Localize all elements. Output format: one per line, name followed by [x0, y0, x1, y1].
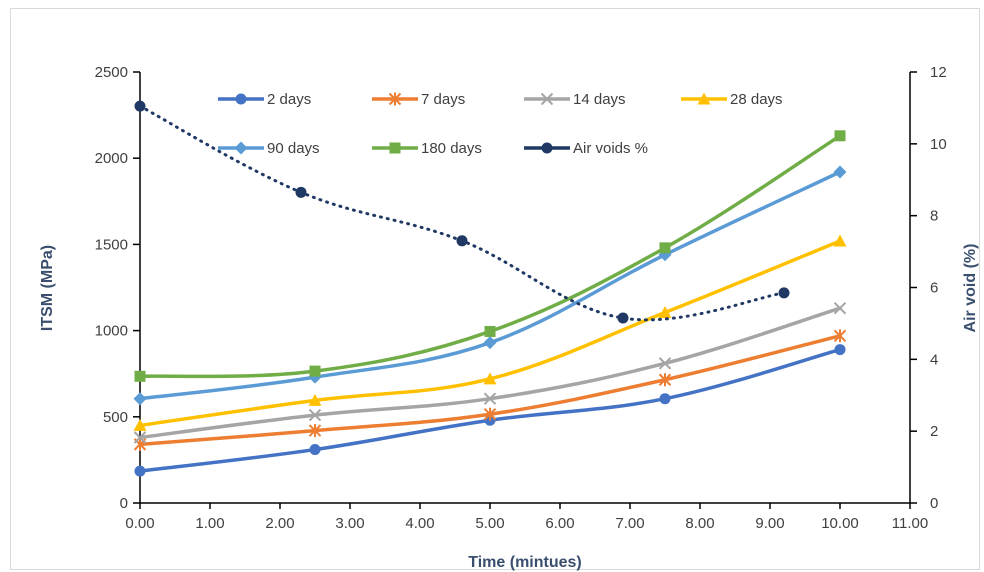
y-tick-label: 500: [103, 409, 128, 426]
series-180-days: [134, 130, 846, 382]
data-point: [833, 234, 847, 247]
data-point: [834, 344, 846, 356]
data-point: [133, 431, 147, 444]
data-point: [658, 305, 672, 318]
y2-tick-label: 0: [930, 495, 938, 512]
data-point: [833, 329, 847, 343]
legend-item: 7 days: [372, 91, 465, 108]
legend-label: 180 days: [421, 140, 482, 157]
y2-tick-label: 12: [930, 64, 947, 81]
series-14-days: [133, 301, 847, 444]
legend-marker: [541, 142, 553, 154]
data-point: [308, 424, 322, 438]
x-tick-label: 4.00: [405, 515, 434, 532]
data-point: [308, 393, 322, 406]
data-point: [134, 465, 146, 477]
legend-item: 28 days: [681, 91, 783, 108]
marker-stroke: [658, 357, 672, 370]
legend-label: 7 days: [421, 91, 465, 108]
marker-stroke: [308, 408, 322, 422]
series-layer: [133, 100, 847, 477]
data-point: [833, 301, 847, 315]
x-tick-label: 9.00: [755, 515, 784, 532]
data-point: [456, 235, 468, 247]
x-tick-label: 8.00: [685, 515, 714, 532]
x-tick-label: 2.00: [265, 515, 294, 532]
data-point: [295, 186, 307, 198]
legend-item: Air voids %: [524, 140, 648, 157]
data-point: [617, 312, 629, 324]
y2-axis-title: Air void (%): [962, 244, 979, 333]
legend-item: 180 days: [372, 140, 482, 157]
x-tick-label: 7.00: [615, 515, 644, 532]
data-point: [309, 444, 321, 456]
legend-marker: [697, 92, 711, 105]
data-point: [483, 392, 497, 405]
legend-label: 2 days: [267, 91, 311, 108]
x-tick-label: 3.00: [335, 515, 364, 532]
marker-stroke: [540, 92, 554, 106]
x-axis-title: Time (mintues): [468, 554, 582, 571]
y2-tick-label: 2: [930, 423, 938, 440]
legend-item: 14 days: [524, 91, 626, 108]
y-tick-label: 2000: [95, 150, 128, 167]
legend-label: Air voids %: [573, 140, 648, 157]
data-point: [133, 418, 147, 431]
data-point: [833, 165, 847, 179]
data-point: [133, 392, 147, 406]
x-tick-label: 10.00: [821, 515, 859, 532]
x-tick-label: 11.00: [892, 515, 928, 532]
marker-stroke: [833, 301, 847, 315]
data-point: [483, 407, 497, 421]
series-7-days: [133, 329, 847, 451]
y-tick-label: 0: [120, 495, 128, 512]
legend-item: 2 days: [218, 91, 311, 108]
legend-marker: [540, 92, 554, 106]
series-28-days: [133, 234, 847, 431]
data-point: [658, 373, 672, 387]
x-tick-label: 1.00: [195, 515, 224, 532]
y-axis-title: ITSM (MPa): [39, 245, 56, 331]
x-tick-label: 6.00: [545, 515, 574, 532]
data-point: [778, 287, 790, 299]
legend-label: 90 days: [267, 140, 320, 157]
data-point: [308, 408, 322, 422]
chart-frame: [10, 8, 980, 570]
y2-tick-label: 4: [930, 351, 938, 368]
y-tick-label: 2500: [95, 64, 128, 81]
data-point: [834, 130, 846, 142]
data-point: [659, 393, 671, 405]
y2-tick-label: 10: [930, 136, 947, 153]
data-point: [659, 242, 671, 254]
legend-label: 14 days: [573, 91, 626, 108]
series-air-voids: [134, 100, 790, 324]
data-point: [309, 365, 321, 377]
axes: 0 500 1000 1500 2000 2500 0 2 4 6 8 10 12 0.00 1.00 2.0…: [95, 64, 947, 532]
x-tick-label: 0.00: [125, 515, 154, 532]
y2-tick-label: 8: [930, 208, 938, 225]
data-point: [134, 100, 146, 112]
legend-marker: [235, 93, 247, 105]
marker-stroke: [483, 392, 497, 405]
legend-label: 28 days: [730, 91, 783, 108]
y2-tick-label: 6: [930, 280, 938, 297]
legend: 2 days 7 days 14 days 28 days 90 days 180 day…: [218, 91, 783, 157]
data-point: [483, 372, 497, 385]
legend-marker: [234, 141, 248, 155]
data-point: [483, 336, 497, 350]
data-point: [658, 357, 672, 370]
data-point: [484, 325, 496, 337]
y-tick-label: 1500: [95, 236, 128, 253]
series-line-7-days: [138, 334, 842, 447]
legend-item: 90 days: [218, 140, 320, 157]
data-point: [134, 370, 146, 382]
x-tick-label: 5.00: [475, 515, 504, 532]
y-tick-label: 1000: [95, 323, 128, 340]
marker-stroke: [133, 431, 147, 444]
series-line-air-voids: [138, 104, 786, 322]
legend-marker: [389, 142, 401, 154]
legend-marker: [388, 92, 402, 106]
